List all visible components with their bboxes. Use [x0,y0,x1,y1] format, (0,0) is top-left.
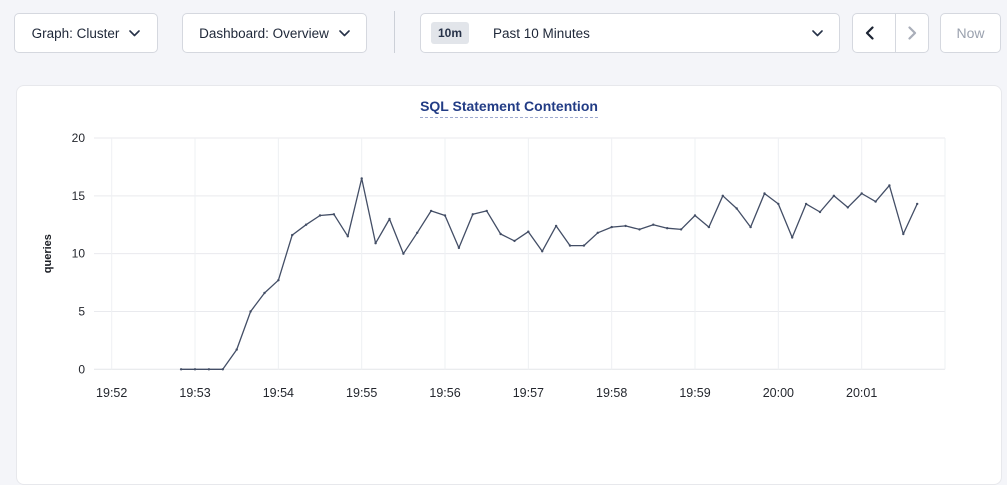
graph-selector-dropdown[interactable]: Graph: Cluster [14,13,158,53]
dashboard-selector-label: Dashboard: Overview [199,25,329,41]
chevron-left-icon [865,26,874,40]
svg-text:19:57: 19:57 [513,386,544,400]
svg-text:5: 5 [78,304,85,318]
chevron-down-icon [812,29,823,36]
time-range-badge: 10m [431,22,470,44]
toolbar-divider [394,11,395,53]
chart-panel: SQL Statement Contention 0 5 10 15 20 19:52 19… [16,85,1002,485]
svg-text:20:01: 20:01 [846,386,877,400]
chart-title-row: SQL Statement Contention [17,98,1001,118]
chart-title[interactable]: SQL Statement Contention [420,98,598,118]
svg-text:20:00: 20:00 [763,386,794,400]
next-time-window-button[interactable] [895,14,928,52]
chevron-right-icon [908,26,916,40]
svg-text:0: 0 [78,362,85,376]
sql-statement-contention-chart[interactable]: 0 5 10 15 20 19:52 19:53 19:54 19:55 19:56 19:57 19… [17,86,1001,431]
chevron-down-icon [339,29,350,36]
svg-text:19:59: 19:59 [679,386,710,400]
chevron-down-icon [129,29,141,36]
svg-text:10: 10 [72,247,86,261]
previous-time-window-button[interactable] [853,14,885,52]
svg-text:19:58: 19:58 [596,386,627,400]
svg-text:19:54: 19:54 [263,386,294,400]
time-window-nav-group [852,13,929,53]
svg-text:queries: queries [42,234,54,273]
time-range-dropdown[interactable]: 10m Past 10 Minutes [420,13,840,53]
dashboard-selector-dropdown[interactable]: Dashboard: Overview [182,13,367,53]
svg-text:19:53: 19:53 [179,386,210,400]
now-button[interactable]: Now [940,13,1001,53]
now-button-label: Now [956,25,985,41]
svg-text:19:52: 19:52 [96,386,127,400]
svg-text:19:56: 19:56 [429,386,460,400]
graph-selector-label: Graph: Cluster [31,25,120,41]
svg-text:15: 15 [72,189,86,203]
time-range-label: Past 10 Minutes [493,25,590,41]
svg-text:20: 20 [72,131,86,145]
svg-text:19:55: 19:55 [346,386,377,400]
